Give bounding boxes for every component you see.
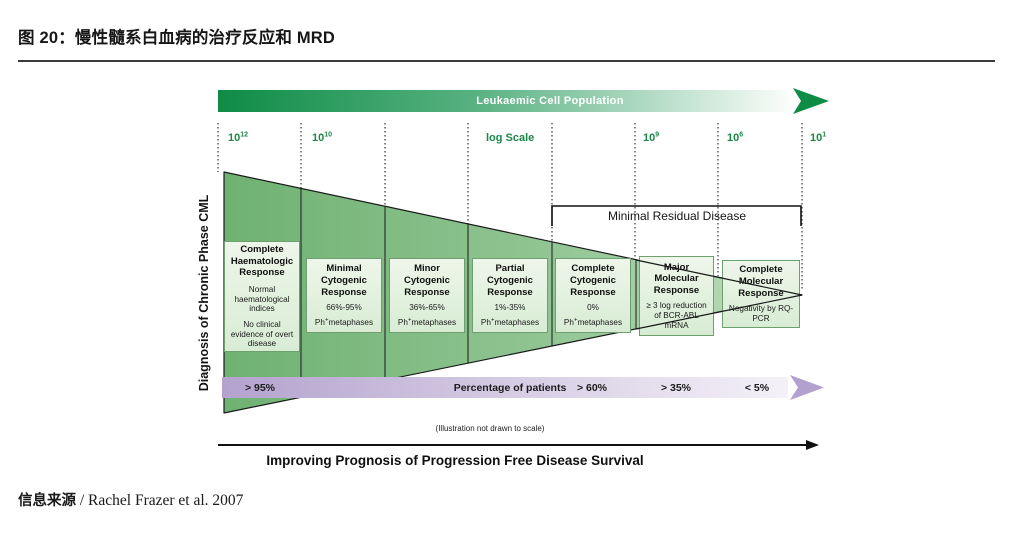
ph-base: Ph <box>480 317 491 327</box>
green-arrowhead-icon <box>793 88 829 114</box>
band-value-35: > 35% <box>660 382 692 394</box>
response-box-complete-haematologic: Complete Haematologic Response Normal ha… <box>224 241 300 352</box>
scale-exp: 9 <box>655 131 660 139</box>
scale-base: 10 <box>643 132 656 144</box>
box-title: Minor Cytogenic Response <box>404 263 450 298</box>
scale-base: 10 <box>312 132 325 144</box>
response-box-partial-cytogenic: Partial Cytogenic Response 1%-35% Ph+met… <box>472 258 548 333</box>
ph-base: Ph <box>314 317 325 327</box>
response-box-complete-molecular: Complete Molecular Response Negativity b… <box>722 260 800 328</box>
percentage-band <box>222 377 788 398</box>
prognosis-arrow-label: Improving Prognosis of Progression Free … <box>266 453 644 468</box>
box-percentage: 1%-35% <box>494 303 526 313</box>
ph-metaphases-label: Ph+metaphases <box>314 317 374 328</box>
ph-base: Ph <box>397 317 408 327</box>
ph-sup: + <box>490 317 495 324</box>
scale-tick-10e6: 106 <box>727 130 743 146</box>
scale-exp: 1 <box>822 131 827 139</box>
source-line: 信息来源 / Rachel Frazer et al. 2007 <box>18 489 243 510</box>
ph-rest: metaphases <box>411 317 457 327</box>
scale-tick-10e1: 101 <box>810 130 826 146</box>
band-value-60: > 60% <box>576 382 608 394</box>
scale-tick-10e9: 109 <box>643 130 659 146</box>
leukaemic-population-bar <box>218 90 790 112</box>
leukaemic-population-label: Leukaemic Cell Population <box>476 95 624 107</box>
box-title: Major Molecular Response <box>653 261 700 296</box>
box-percentage: 36%-65% <box>409 303 445 313</box>
band-label: Percentage of patients <box>453 382 567 394</box>
box-percentage: 0% <box>587 303 599 313</box>
source-citation: / Rachel Frazer et al. 2007 <box>76 492 244 509</box>
ph-metaphases-label: Ph+metaphases <box>480 317 540 328</box>
scale-base: 10 <box>727 132 740 144</box>
ph-metaphases-label: Ph+metaphases <box>397 317 457 328</box>
y-axis-label: Diagnosis of Chronic Phase CML <box>197 194 211 392</box>
box-title: Complete Haematologic Response <box>230 244 294 279</box>
ph-rest: metaphases <box>577 317 623 327</box>
ph-sup: + <box>324 317 329 324</box>
box-detail: Normal haematological indices <box>234 284 290 314</box>
ph-metaphases-label: Ph+metaphases <box>563 317 623 328</box>
box-title: Partial Cytogenic Response <box>487 263 533 298</box>
box-detail: Negativity by RQ-PCR <box>728 304 794 323</box>
box-percentage: 66%-95% <box>326 303 362 313</box>
scale-disclaimer: (Illustration not drawn to scale) <box>435 424 545 433</box>
response-box-minor-cytogenic: Minor Cytogenic Response 36%-65% Ph+meta… <box>389 258 465 333</box>
scale-exp: 10 <box>324 131 333 139</box>
purple-arrowhead-icon <box>790 375 824 400</box>
response-box-complete-cytogenic: Complete Cytogenic Response 0% Ph+metaph… <box>555 258 631 333</box>
scale-exp: 6 <box>739 131 744 139</box>
response-box-minimal-cytogenic: Minimal Cytogenic Response 66%-95% Ph+me… <box>306 258 382 333</box>
ph-base: Ph <box>563 317 574 327</box>
scale-base: 10 <box>228 132 241 144</box>
log-scale-gridlines <box>217 123 803 291</box>
figure-title: 图 20：慢性髓系白血病的治疗反应和 MRD <box>18 29 335 47</box>
response-box-major-molecular: Major Molecular Response ≥ 3 log reducti… <box>639 256 714 336</box>
band-value-5: < 5% <box>744 382 770 394</box>
source-prefix: 信息来源 <box>18 493 76 509</box>
scale-tick-10e12: 1012 <box>228 130 248 146</box>
ph-rest: metaphases <box>328 317 374 327</box>
band-value-95: > 95% <box>244 382 276 394</box>
title-divider <box>18 60 995 62</box>
box-detail: No clinical evidence of overt disease <box>230 319 294 349</box>
box-title: Complete Molecular Response <box>738 264 784 299</box>
scale-log-label: log Scale <box>486 132 535 144</box>
scale-base: 10 <box>810 132 823 144</box>
ph-sup: + <box>407 317 412 324</box>
ph-sup: + <box>573 317 578 324</box>
mrd-bracket <box>551 205 802 226</box>
scale-exp: 12 <box>240 131 249 139</box>
mrd-label: Minimal Residual Disease <box>607 209 747 223</box>
ph-rest: metaphases <box>494 317 540 327</box>
scale-tick-10e10: 1010 <box>312 130 332 146</box>
box-title: Minimal Cytogenic Response <box>321 263 367 298</box>
box-detail: ≥ 3 log reduction of BCR-ABL mRNA <box>646 301 707 330</box>
box-title: Complete Cytogenic Response <box>570 263 616 298</box>
black-arrowhead-icon <box>806 440 819 450</box>
